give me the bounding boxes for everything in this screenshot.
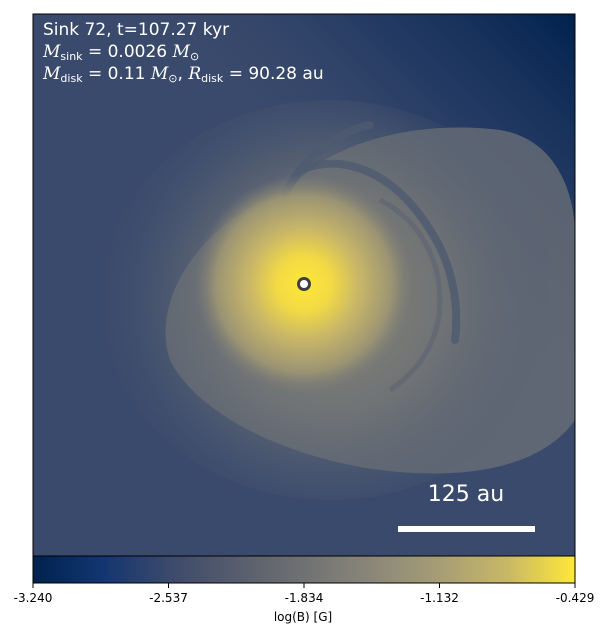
title-annotation: Sink 72, t=107.27 kyr <box>43 20 230 40</box>
disk-mass-value: = 0.11 <box>87 64 146 84</box>
field-map-panel <box>33 14 575 556</box>
sink-mass-symbol: M <box>43 42 61 62</box>
disk-mass-unit-subscript: ⊙ <box>168 72 178 85</box>
colorbar-tick-label-4: -0.429 <box>555 591 595 605</box>
sink-mass-unit-symbol: M <box>172 42 190 62</box>
colorbar-tick-label-2: -1.834 <box>284 591 324 605</box>
disk-separator: , <box>177 64 183 84</box>
sink-mass-annotation: Msink = 0.0026 M⊙ <box>43 42 199 67</box>
colorbar-label: log(B) [G] <box>273 610 333 624</box>
sink-mass-subscript: sink <box>60 50 83 63</box>
disk-radius-symbol: R <box>188 64 202 84</box>
disk-radius-value: = 90.28 au <box>228 64 324 84</box>
sink-mass-unit-subscript: ⊙ <box>189 50 200 63</box>
scalebar-line <box>398 526 535 532</box>
sink-mass-value: = 0.0026 <box>87 42 168 62</box>
colorbar <box>32 555 576 584</box>
disk-mass-unit-symbol: M <box>150 64 169 84</box>
scalebar-label: 125 au <box>427 482 505 507</box>
colorbar-tick-label-3: -1.132 <box>420 591 459 605</box>
colorbar-ticks <box>32 583 576 588</box>
sink-marker <box>297 277 311 291</box>
colorbar-tick-label-0: -3.240 <box>13 591 53 605</box>
colorbar-tick-label-1: -2.537 <box>149 591 188 605</box>
disk-radius-subscript: disk <box>201 72 224 85</box>
disk-mass-subscript: disk <box>60 72 83 85</box>
disk-annotation: Mdisk = 0.11 M⊙, Rdisk = 90.28 au <box>43 64 324 89</box>
inner-spiral-arm <box>378 197 443 393</box>
disk-mass-symbol: M <box>43 64 61 84</box>
